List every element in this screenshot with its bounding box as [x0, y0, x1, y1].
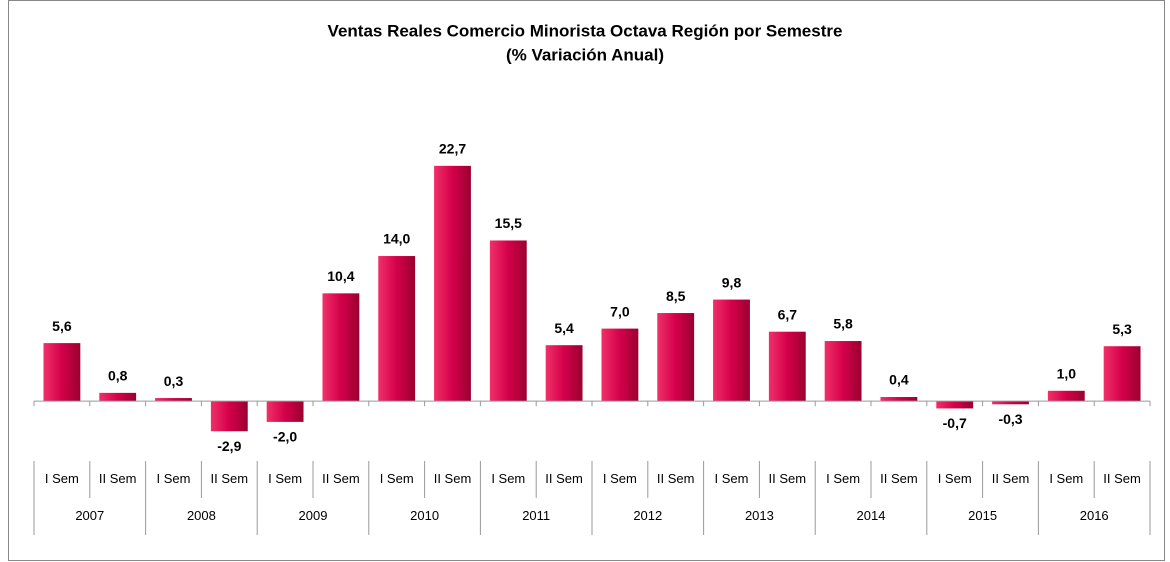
data-label: 0,8: [108, 368, 128, 384]
group-label: 2013: [745, 508, 774, 523]
bar: [1103, 346, 1141, 402]
data-label: 22,7: [439, 141, 466, 157]
data-label: 8,5: [666, 288, 686, 304]
bar: [322, 293, 360, 402]
data-label: 0,3: [164, 373, 184, 389]
group-label: 2007: [75, 508, 104, 523]
data-label: 14,0: [383, 231, 410, 247]
x-tick-label: I Sem: [157, 471, 191, 486]
x-tick-label: I Sem: [715, 471, 749, 486]
group-label: 2012: [633, 508, 662, 523]
bar: [434, 165, 471, 402]
data-label: -0,7: [943, 415, 967, 431]
group-label: 2008: [187, 508, 216, 523]
chart-subtitle: (% Variación Anual): [506, 45, 664, 64]
data-label: -0,3: [998, 411, 1022, 427]
x-tick-label: I Sem: [45, 471, 79, 486]
bar: [880, 397, 918, 402]
bar: [210, 401, 248, 432]
x-tick-label: II Sem: [769, 471, 807, 486]
x-tick-label: II Sem: [657, 471, 695, 486]
data-label: 10,4: [327, 268, 354, 284]
data-label: 5,6: [52, 318, 72, 334]
bar: [266, 401, 304, 422]
x-tick-label: II Sem: [545, 471, 583, 486]
x-tick-label: II Sem: [211, 471, 249, 486]
group-label: 2016: [1080, 508, 1109, 523]
bar: [992, 401, 1029, 405]
bar: [824, 341, 862, 402]
group-label: 2015: [968, 508, 997, 523]
data-label: 9,8: [722, 274, 742, 290]
data-label: 0,4: [889, 372, 909, 388]
bar: [768, 331, 806, 402]
group-label: 2011: [522, 508, 550, 523]
data-label: 6,7: [778, 306, 798, 322]
bar: [43, 343, 81, 402]
bar: [378, 256, 416, 402]
data-label: 1,0: [1057, 366, 1077, 382]
data-label: 5,8: [833, 316, 853, 332]
chart-border: [8, 0, 1165, 561]
bar: [489, 240, 527, 402]
bar: [601, 328, 639, 402]
x-tick-label: I Sem: [938, 471, 972, 486]
x-tick-label: I Sem: [380, 471, 414, 486]
group-label: 2014: [857, 508, 886, 523]
data-label: 15,5: [495, 215, 522, 231]
x-tick-label: II Sem: [99, 471, 137, 486]
chart-title: Ventas Reales Comercio Minorista Octava …: [328, 21, 843, 40]
bar: [545, 345, 583, 402]
data-label: -2,9: [217, 438, 241, 454]
bar: [1047, 390, 1085, 402]
bar: [99, 392, 137, 402]
bar: [713, 299, 750, 402]
data-label: 5,4: [554, 320, 574, 336]
group-label: 2009: [299, 508, 328, 523]
x-tick-label: I Sem: [491, 471, 525, 486]
x-tick-label: I Sem: [268, 471, 302, 486]
data-label: 7,0: [610, 303, 630, 319]
x-tick-label: I Sem: [826, 471, 860, 486]
x-tick-label: II Sem: [322, 471, 360, 486]
data-label: 5,3: [1112, 321, 1132, 337]
x-tick-label: II Sem: [434, 471, 472, 486]
bar: [657, 313, 695, 402]
x-tick-label: II Sem: [1103, 471, 1141, 486]
x-tick-label: II Sem: [992, 471, 1030, 486]
group-label: 2010: [410, 508, 439, 523]
bar: [936, 401, 974, 409]
data-label: -2,0: [273, 429, 297, 445]
x-tick-label: I Sem: [603, 471, 637, 486]
x-tick-label: II Sem: [880, 471, 918, 486]
bar: [155, 398, 192, 402]
x-tick-label: I Sem: [1049, 471, 1083, 486]
